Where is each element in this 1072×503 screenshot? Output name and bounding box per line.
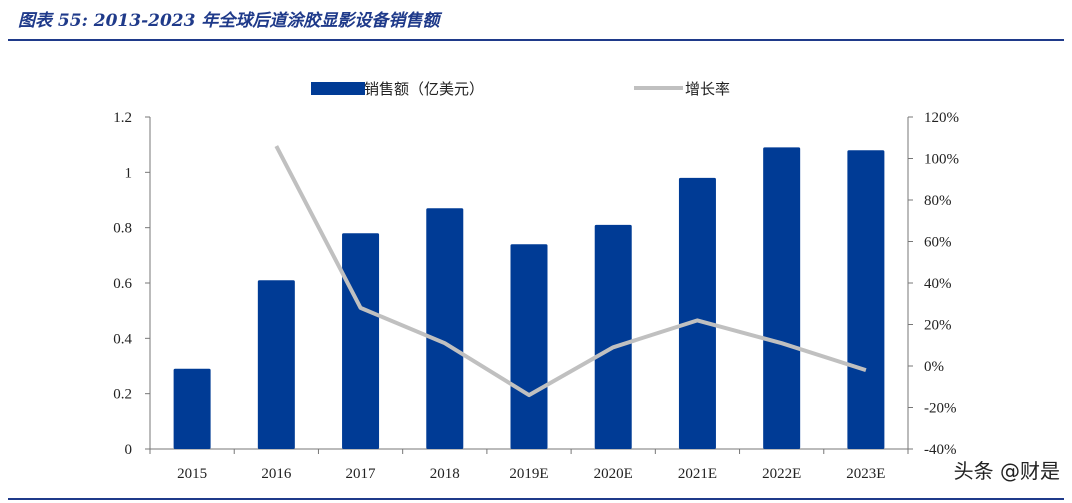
right-tick-label: 40% xyxy=(924,276,952,292)
bar xyxy=(763,147,801,449)
x-tick-label: 2016 xyxy=(261,466,292,482)
x-tick-label: 2021E xyxy=(678,466,717,482)
bar xyxy=(257,280,295,449)
left-tick-label: 0.4 xyxy=(113,331,132,347)
x-tick-label: 2023E xyxy=(846,466,885,482)
left-tick-label: 0.8 xyxy=(113,221,132,237)
right-tick-label: 20% xyxy=(924,318,952,334)
x-tick-label: 2018 xyxy=(430,466,460,482)
bar xyxy=(594,224,632,449)
x-tick-label: 2022E xyxy=(762,466,801,482)
bar xyxy=(847,150,885,449)
bottom-rule xyxy=(8,498,1064,500)
left-tick-label: 0.2 xyxy=(113,387,132,403)
legend-bar-label: 销售额（亿美元） xyxy=(364,80,484,98)
x-tick-label: 2019E xyxy=(509,466,548,482)
legend-line-label: 增长率 xyxy=(685,80,730,98)
bar xyxy=(426,208,464,449)
bar xyxy=(510,244,548,449)
right-tick-label: -40% xyxy=(924,442,957,458)
left-tick-label: 1 xyxy=(125,165,133,181)
bar xyxy=(173,368,211,449)
right-tick-label: 80% xyxy=(924,193,952,209)
growth-line xyxy=(274,145,867,398)
x-tick-label: 2020E xyxy=(594,466,633,482)
top-rule xyxy=(8,39,1064,41)
left-tick-label: 1.2 xyxy=(113,110,132,126)
x-tick-label: 2017 xyxy=(346,466,377,482)
watermark: 头条 @财是 xyxy=(953,459,1060,483)
chart-title: 图表 55: 2013-2023 年全球后道涂胶显影设备销售额 xyxy=(18,11,440,31)
left-tick-label: 0.6 xyxy=(113,276,132,292)
bar xyxy=(342,233,380,449)
right-tick-label: 0% xyxy=(924,359,944,375)
right-tick-label: 100% xyxy=(924,152,959,168)
left-tick-label: 0 xyxy=(125,442,133,458)
right-tick-label: -20% xyxy=(924,401,957,417)
bar xyxy=(678,177,716,449)
legend-bar-swatch xyxy=(311,82,365,95)
right-tick-label: 120% xyxy=(924,110,959,126)
x-tick-label: 2015 xyxy=(177,466,207,482)
right-tick-label: 60% xyxy=(924,235,952,251)
